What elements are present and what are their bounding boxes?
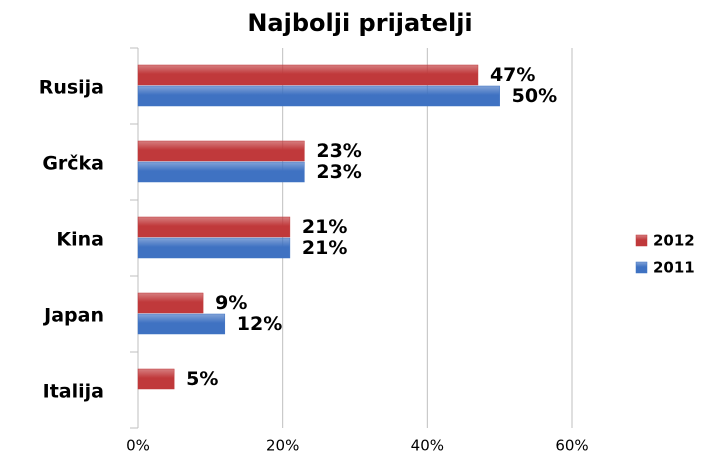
chart-title: Najbolji prijatelji <box>247 9 472 37</box>
x-tick-label: 0% <box>126 437 150 454</box>
legend-label: 2011 <box>653 259 695 277</box>
y-tick-label: Japan <box>42 305 104 327</box>
legend-label: 2012 <box>653 232 695 250</box>
bar <box>137 292 204 314</box>
data-label: 50% <box>512 85 557 107</box>
bar <box>137 216 291 238</box>
x-tick-label: 40% <box>411 437 444 454</box>
data-label: 47% <box>490 64 535 86</box>
y-tick-label: Grčka <box>42 153 104 175</box>
bar <box>137 313 226 335</box>
data-label: 23% <box>316 140 361 162</box>
bar <box>137 85 500 107</box>
data-label: 12% <box>237 313 282 335</box>
bar <box>137 368 175 390</box>
data-label: 21% <box>302 216 347 238</box>
bar <box>137 237 291 259</box>
y-tick-label: Rusija <box>39 77 104 99</box>
data-label: 23% <box>316 161 361 183</box>
legend-swatch <box>635 261 648 274</box>
bar <box>137 161 305 183</box>
bar <box>137 64 479 86</box>
data-label: 21% <box>302 237 347 259</box>
bar <box>137 140 305 162</box>
legend-swatch <box>635 234 648 247</box>
data-label: 5% <box>186 368 218 390</box>
y-tick-label: Italija <box>43 381 104 403</box>
data-label: 9% <box>215 292 247 314</box>
y-tick-label: Kina <box>56 229 104 251</box>
x-tick-label: 60% <box>555 437 588 454</box>
x-tick-label: 20% <box>266 437 299 454</box>
